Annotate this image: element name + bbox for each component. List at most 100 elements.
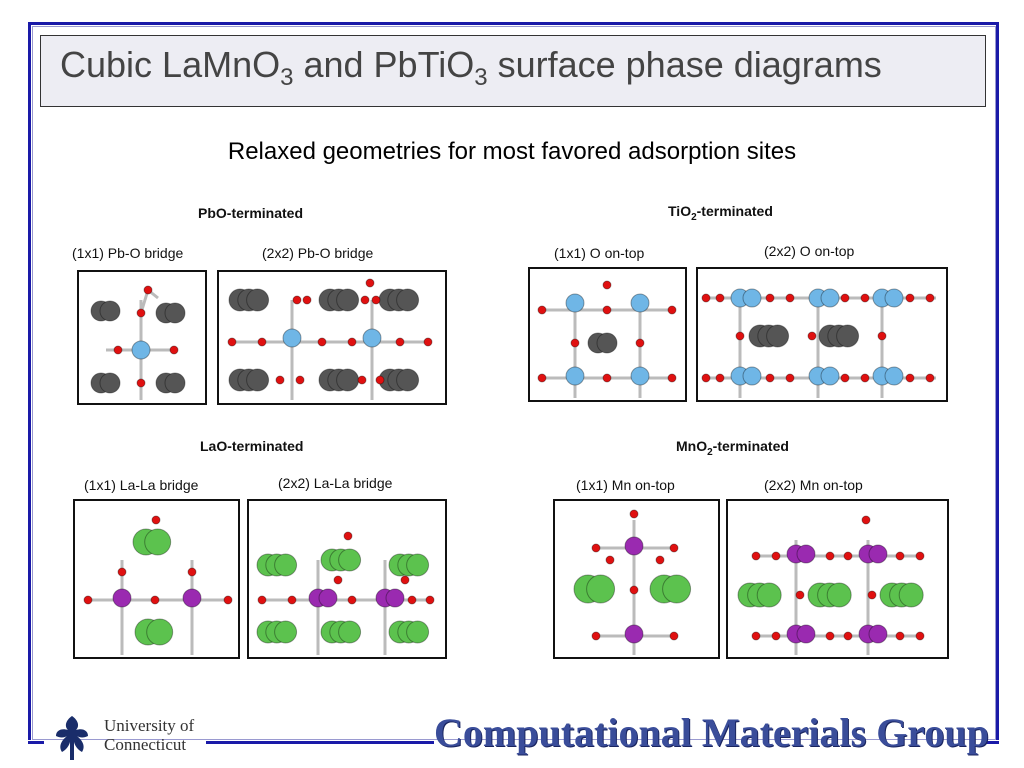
slide-frame-right: [996, 22, 999, 740]
o-atom: [701, 293, 711, 303]
o-atom: [113, 345, 123, 355]
o-atom: [333, 575, 343, 585]
bond: [139, 289, 150, 314]
mn-atom: [868, 624, 888, 644]
o-atom: [591, 543, 601, 553]
ti-atom: [820, 288, 840, 308]
tio2-heading: TiO2-terminated: [668, 203, 773, 223]
o-atom: [925, 373, 935, 383]
o-atom: [840, 373, 850, 383]
o-atom: [765, 293, 775, 303]
mn-atom: [318, 588, 338, 608]
o-atom: [669, 543, 679, 553]
o-atom: [925, 293, 935, 303]
lao-heading: LaO-terminated: [200, 438, 304, 454]
o-atom: [227, 337, 237, 347]
ti-atom: [131, 340, 151, 360]
ti-atom: [820, 366, 840, 386]
o-atom: [825, 551, 835, 561]
o-atom: [295, 375, 305, 385]
o-atom: [605, 555, 615, 565]
o-atom: [667, 305, 677, 315]
footer-line-left: [28, 741, 44, 744]
o-atom: [117, 567, 127, 577]
o-atom: [765, 373, 775, 383]
pb-atom: [396, 288, 420, 312]
o-atom: [257, 337, 267, 347]
o-atom: [860, 293, 870, 303]
o-atom: [257, 595, 267, 605]
o-atom: [425, 595, 435, 605]
o-atom: [357, 375, 367, 385]
mn-atom: [182, 588, 202, 608]
o-atom: [771, 551, 781, 561]
slide-title: Cubic LaMnO3 and PbTiO3 surface phase di…: [60, 44, 882, 92]
lao-1x1-label: (1x1) La-La bridge: [84, 477, 199, 493]
pb-atom: [164, 372, 186, 394]
o-atom: [715, 373, 725, 383]
o-atom: [701, 373, 711, 383]
mno2-heading: MnO2-terminated: [676, 438, 789, 458]
o-atom: [287, 595, 297, 605]
pb-atom: [99, 372, 121, 394]
ti-atom: [742, 288, 762, 308]
pb-atom: [246, 368, 270, 392]
slide-frame-inner: [32, 26, 996, 740]
ti-atom: [565, 293, 585, 313]
ti-atom: [742, 366, 762, 386]
o-atom: [629, 585, 639, 595]
o-atom: [143, 285, 153, 295]
pb-atom: [766, 324, 790, 348]
ti-atom: [282, 328, 302, 348]
o-atom: [860, 373, 870, 383]
o-atom: [292, 295, 302, 305]
o-atom: [895, 631, 905, 641]
o-atom: [867, 590, 877, 600]
tio2-1x1-label: (1x1) O on-top: [554, 245, 645, 261]
o-atom: [537, 373, 547, 383]
pb-atom: [164, 302, 186, 324]
o-atom: [840, 293, 850, 303]
o-atom: [302, 295, 312, 305]
mn-atom: [624, 536, 644, 556]
ti-atom: [565, 366, 585, 386]
pbo-2x2-label: (2x2) Pb-O bridge: [262, 245, 374, 261]
o-atom: [371, 295, 381, 305]
la-atom: [274, 553, 298, 577]
lao-2x2-label: (2x2) La-La bridge: [278, 475, 393, 491]
o-atom: [825, 631, 835, 641]
la-atom: [586, 574, 616, 604]
o-atom: [347, 337, 357, 347]
o-atom: [187, 567, 197, 577]
o-atom: [905, 373, 915, 383]
mn-atom: [868, 544, 888, 564]
la-atom: [898, 582, 924, 608]
o-atom: [591, 631, 601, 641]
o-atom: [136, 378, 146, 388]
o-atom: [669, 631, 679, 641]
pbo-heading: PbO-terminated: [198, 205, 304, 221]
la-atom: [662, 574, 692, 604]
pb-atom: [396, 368, 420, 392]
mno2-1x1-label: (1x1) Mn on-top: [576, 477, 675, 493]
la-atom: [406, 553, 430, 577]
la-atom: [146, 618, 174, 646]
mno2-2x2-box: [726, 499, 949, 659]
title-box: [40, 35, 986, 107]
la-atom: [406, 620, 430, 644]
o-atom: [343, 531, 353, 541]
ti-atom: [884, 288, 904, 308]
o-atom: [169, 345, 179, 355]
o-atom: [905, 293, 915, 303]
la-atom: [338, 548, 362, 572]
tio2-2x2-label: (2x2) O on-top: [764, 243, 855, 259]
o-atom: [861, 515, 871, 525]
la-atom: [274, 620, 298, 644]
slide-subtitle: Relaxed geometries for most favored adso…: [227, 138, 797, 165]
o-atom: [655, 555, 665, 565]
la-atom: [144, 528, 172, 556]
o-atom: [150, 595, 160, 605]
o-atom: [136, 308, 146, 318]
o-atom: [602, 305, 612, 315]
